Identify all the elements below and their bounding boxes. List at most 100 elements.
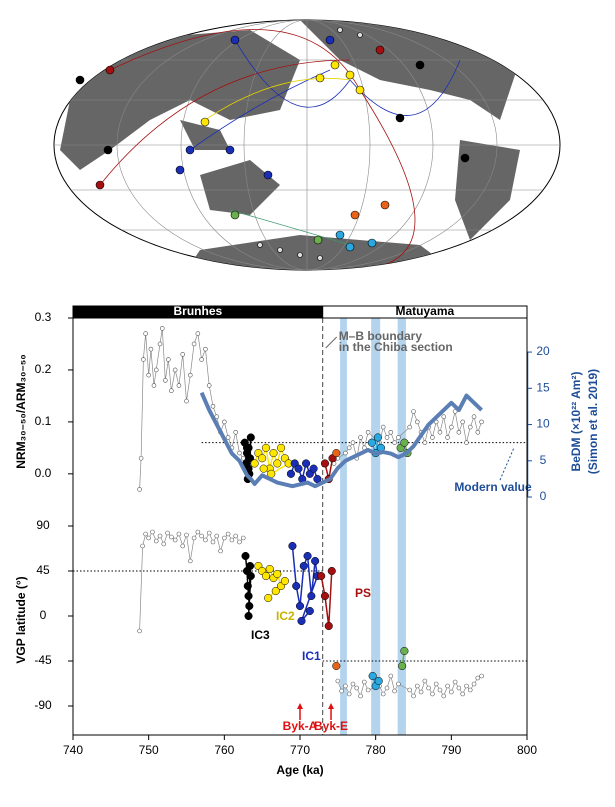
series-line — [320, 570, 333, 627]
y-tick-label: -45 — [34, 653, 52, 667]
data-point — [140, 543, 145, 549]
data-point — [206, 530, 212, 536]
data-point — [176, 531, 182, 537]
data-point — [277, 443, 286, 452]
reference-arrow — [499, 447, 515, 481]
data-point — [191, 535, 197, 541]
data-point — [411, 409, 416, 414]
data-point — [441, 414, 447, 419]
data-point — [367, 438, 376, 447]
x-tick-label: 780 — [366, 743, 386, 757]
data-point — [265, 564, 274, 574]
data-point — [407, 687, 413, 693]
x-tick-label: 790 — [441, 743, 461, 757]
polarity-label: Brunhes — [174, 304, 223, 318]
data-point — [241, 551, 250, 561]
data-point — [137, 628, 142, 634]
data-point — [258, 454, 267, 463]
data-point — [332, 661, 341, 671]
data-point — [339, 688, 344, 694]
y-tick-label: 0.2 — [35, 362, 52, 376]
plot-frame — [72, 317, 528, 736]
data-point — [433, 681, 439, 687]
event-arrowhead — [328, 703, 335, 709]
data-point — [396, 435, 401, 440]
y-tick-label: 0.1 — [35, 414, 52, 428]
data-point — [398, 661, 407, 671]
x-axis-label: Age (ka) — [276, 763, 323, 777]
data-point — [467, 687, 473, 693]
data-point — [414, 419, 420, 425]
reference-label: Modern value — [454, 480, 532, 494]
data-point — [242, 443, 252, 452]
data-point — [246, 571, 255, 581]
data-point — [445, 683, 450, 689]
data-point — [335, 678, 341, 684]
data-point — [222, 419, 227, 425]
series-label: IC3 — [251, 628, 270, 642]
data-point — [292, 581, 301, 591]
data-point — [380, 424, 386, 430]
data-point — [244, 611, 253, 621]
y2-tick-label: 5 — [540, 453, 547, 467]
data-point — [137, 487, 142, 492]
map — [53, 19, 561, 271]
data-point — [288, 541, 297, 551]
data-point — [422, 678, 428, 684]
data-point — [309, 464, 318, 473]
y2-tick-label: 10 — [536, 417, 550, 431]
data-point — [259, 464, 268, 473]
vgp-dots — [75, 27, 470, 261]
data-point — [233, 533, 238, 539]
data-point — [143, 531, 148, 537]
y-axis-label: NRM₃₀₋₅₀/ARM₃₀₋₅₀ — [14, 354, 28, 468]
series-label: IC1 — [302, 649, 321, 663]
data-point — [157, 341, 163, 347]
boundary-arrow — [325, 336, 338, 349]
y-tick-label: 45 — [36, 563, 50, 577]
data-point — [350, 440, 356, 445]
highlight-band — [340, 318, 347, 735]
boundary-label: in the Chiba section — [339, 340, 453, 354]
data-point — [388, 673, 394, 679]
data-point — [206, 383, 212, 388]
data-point — [374, 676, 383, 686]
series-label: PS — [355, 586, 371, 600]
data-point — [286, 469, 295, 478]
data-point — [411, 693, 416, 699]
series-line — [371, 436, 382, 454]
data-point — [373, 433, 382, 442]
data-point — [246, 433, 255, 442]
data-point — [199, 533, 204, 539]
data-point — [250, 459, 259, 468]
data-point — [203, 537, 208, 543]
data-point — [400, 646, 409, 656]
data-point — [165, 530, 170, 536]
y-tick-label: 0.0 — [35, 466, 52, 480]
x-tick-label: 740 — [63, 743, 83, 757]
boundary-label: M–B boundary — [339, 329, 423, 343]
event-arrowhead — [297, 703, 303, 709]
data-point — [358, 693, 363, 699]
data-point — [233, 429, 238, 435]
vgp-paths — [99, 29, 461, 270]
data-point — [475, 429, 481, 435]
data-point — [354, 685, 360, 691]
y-tick-label: 0.3 — [35, 310, 52, 324]
data-point — [203, 346, 208, 352]
data-point — [172, 537, 178, 543]
data-point — [237, 450, 242, 456]
data-point — [426, 685, 431, 691]
data-point — [380, 691, 386, 697]
data-point — [161, 541, 167, 547]
data-point — [396, 681, 401, 687]
data-point — [452, 679, 458, 685]
data-point — [388, 429, 394, 435]
data-point — [384, 685, 390, 691]
data-point — [225, 435, 231, 440]
data-point — [437, 429, 443, 435]
data-point — [240, 455, 246, 461]
data-point — [407, 424, 413, 430]
data-point — [299, 561, 308, 571]
data-point — [180, 543, 186, 549]
